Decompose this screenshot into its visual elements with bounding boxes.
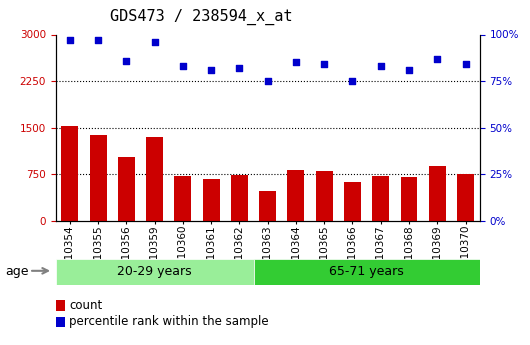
Point [433, 56, 441, 61]
Point [348, 78, 357, 84]
Bar [56, 259, 253, 285]
Bar [118, 157, 135, 221]
Point [461, 61, 470, 67]
Point [320, 61, 329, 67]
Point [66, 37, 74, 43]
Text: age: age [5, 265, 29, 278]
Bar [259, 191, 276, 221]
Point [207, 67, 215, 73]
Bar [253, 259, 480, 285]
Point [235, 65, 244, 71]
Bar [231, 176, 248, 221]
Bar [146, 137, 163, 221]
Point [376, 63, 385, 69]
Point [179, 63, 187, 69]
Bar [61, 126, 78, 221]
Point [292, 60, 300, 65]
Text: 20-29 years: 20-29 years [117, 265, 192, 278]
Text: count: count [69, 299, 103, 312]
Bar [344, 182, 361, 221]
Bar [202, 179, 219, 221]
Bar [372, 176, 389, 221]
Bar [174, 176, 191, 221]
Bar [90, 135, 107, 221]
Bar [429, 166, 446, 221]
Point [151, 39, 159, 45]
Bar [316, 171, 333, 221]
Point [405, 67, 413, 73]
Point [263, 78, 272, 84]
Text: percentile rank within the sample: percentile rank within the sample [69, 315, 269, 328]
Point [94, 37, 102, 43]
Text: GDS473 / 238594_x_at: GDS473 / 238594_x_at [110, 9, 293, 25]
Bar [287, 170, 304, 221]
Bar [457, 174, 474, 221]
Text: 65-71 years: 65-71 years [329, 265, 404, 278]
Bar [401, 177, 418, 221]
Point [122, 58, 130, 63]
